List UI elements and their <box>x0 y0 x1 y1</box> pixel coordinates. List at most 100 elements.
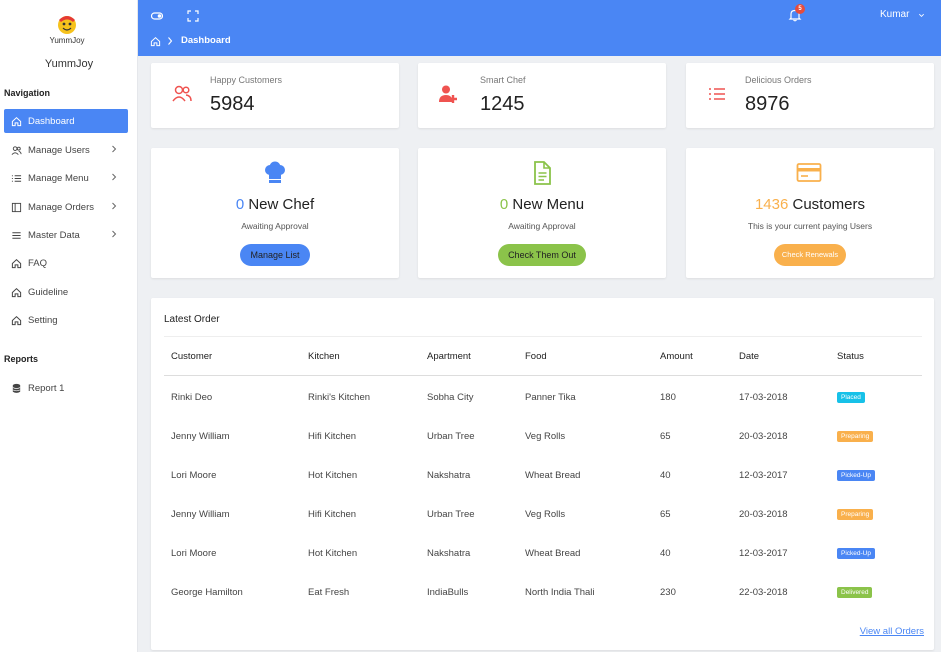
cell-apartment: Nakshatra <box>427 470 471 481</box>
sidebar-item-report-1[interactable]: Report 1 <box>4 376 128 400</box>
home-icon <box>10 286 22 298</box>
panel-new-menu: 0 New Menu Awaiting Approval Check Them … <box>418 148 666 278</box>
stat-card-delicious-orders: Delicious Orders 8976 <box>686 63 934 128</box>
stat-value: 5984 <box>210 93 255 115</box>
sidebar-item-manage-menu[interactable]: Manage Menu <box>4 166 128 190</box>
stat-label: Smart Chef <box>480 75 526 85</box>
columns-icon <box>10 201 22 213</box>
status-badge: Preparing <box>837 509 874 520</box>
manage-list-button[interactable]: Manage List <box>240 244 310 266</box>
list-icon <box>709 88 725 100</box>
user-plus-icon <box>439 85 457 103</box>
sidebar-item-label: Setting <box>28 314 58 326</box>
sidebar-item-label: Manage Orders <box>28 201 95 213</box>
column-header: Customer <box>171 351 213 362</box>
panel-subtitle: Awaiting Approval <box>241 221 309 231</box>
panel-new-chef: 0 New Chef Awaiting Approval Manage List <box>151 148 399 278</box>
fullscreen-icon[interactable] <box>187 10 199 22</box>
menu-icon <box>10 229 22 241</box>
table-row[interactable]: Rinki Deo Rinki's Kitchen Sobha City Pan… <box>164 378 922 417</box>
panel-subtitle: This is your current paying Users <box>747 221 873 231</box>
table-row[interactable]: Lori Moore Hot Kitchen Nakshatra Wheat B… <box>164 456 922 495</box>
sidebar-item-guideline[interactable]: Guideline <box>4 280 128 304</box>
column-header: Apartment <box>427 351 471 362</box>
cell-food: North India Thali <box>525 587 595 598</box>
cell-apartment: Nakshatra <box>427 548 471 559</box>
cell-amount: 40 <box>660 470 671 481</box>
cell-customer: George Hamilton <box>171 587 243 598</box>
stat-value: 1245 <box>480 93 525 115</box>
table-row[interactable]: George Hamilton Eat Fresh IndiaBulls Nor… <box>164 573 922 612</box>
panel-title: 0 New Chef <box>151 196 399 213</box>
chevron-right-icon <box>112 145 117 153</box>
cell-amount: 40 <box>660 548 671 559</box>
home-icon <box>10 257 22 269</box>
column-header: Date <box>739 351 760 362</box>
users-icon <box>10 144 22 156</box>
table-row[interactable]: Jenny William Hifi Kitchen Urban Tree Ve… <box>164 495 922 534</box>
cell-kitchen: Hifi Kitchen <box>308 431 357 442</box>
cell-date: 20-03-2018 <box>739 431 788 442</box>
cell-date: 12-03-2017 <box>739 548 788 559</box>
cell-customer: Rinki Deo <box>171 392 213 403</box>
cell-food: Veg Rolls <box>525 431 566 442</box>
chevron-right-icon <box>112 202 117 210</box>
home-icon <box>10 314 22 326</box>
panel-subtitle: Awaiting Approval <box>508 221 576 231</box>
panel-count: 0 <box>499 196 509 213</box>
users-icon <box>172 85 192 102</box>
cell-kitchen: Hot Kitchen <box>308 470 358 481</box>
logo-icon <box>58 16 76 34</box>
logo-text: YummJoy <box>49 36 85 45</box>
sidebar-item-manage-users[interactable]: Manage Users <box>4 138 128 162</box>
document-icon <box>534 161 551 185</box>
sidebar-item-label: Report 1 <box>28 382 65 394</box>
column-header: Kitchen <box>308 351 340 362</box>
cell-date: 22-03-2018 <box>739 587 788 598</box>
sidebar-item-dashboard[interactable]: Dashboard <box>4 109 128 133</box>
stat-label: Delicious Orders <box>745 75 812 85</box>
cell-apartment: IndiaBulls <box>427 587 469 598</box>
cell-customer: Jenny William <box>171 509 230 520</box>
database-icon <box>10 382 22 394</box>
chevron-right-icon <box>112 173 117 181</box>
stat-value: 8976 <box>745 93 790 115</box>
check-renewals-button[interactable]: Check Renewals <box>774 244 846 266</box>
sidebar-item-label: Manage Users <box>28 144 90 156</box>
cell-amount: 180 <box>660 392 676 403</box>
panel-title-text: Customers <box>792 196 866 213</box>
home-icon <box>10 115 22 127</box>
sidebar-item-label: Manage Menu <box>28 172 89 184</box>
status-badge: Delivered <box>837 587 873 598</box>
toggle-icon[interactable] <box>151 10 163 22</box>
panel-count: 0 <box>235 196 245 213</box>
cell-customer: Lori Moore <box>171 548 217 559</box>
table-row[interactable]: Jenny William Hifi Kitchen Urban Tree Ve… <box>164 417 922 456</box>
nav-heading: Navigation <box>4 88 51 98</box>
cell-apartment: Urban Tree <box>427 509 475 520</box>
sidebar-item-setting[interactable]: Setting <box>4 308 128 332</box>
panel-title-text: New Chef <box>248 196 315 213</box>
sidebar-item-manage-orders[interactable]: Manage Orders <box>4 195 128 219</box>
chef-hat-icon <box>265 161 285 183</box>
cell-food: Panner Tika <box>525 392 576 403</box>
status-badge: Preparing <box>837 431 874 442</box>
home-icon[interactable] <box>150 36 161 47</box>
panel-customers: 1436 Customers This is your current payi… <box>686 148 934 278</box>
sidebar-item-master-data[interactable]: Master Data <box>4 223 128 247</box>
cell-date: 17-03-2018 <box>739 392 788 403</box>
chevron-down-icon[interactable] <box>918 12 925 19</box>
check-them-out-button[interactable]: Check Them Out <box>498 244 586 266</box>
cell-apartment: Urban Tree <box>427 431 475 442</box>
panel-title: 1436 Customers <box>686 196 934 213</box>
user-menu[interactable]: Kumar <box>880 9 910 20</box>
cell-kitchen: Hifi Kitchen <box>308 509 357 520</box>
sidebar-item-faq[interactable]: FAQ <box>4 251 128 275</box>
list-icon <box>10 172 22 184</box>
view-all-orders-link[interactable]: View all Orders <box>859 626 924 637</box>
cell-kitchen: Hot Kitchen <box>308 548 358 559</box>
table-row[interactable]: Lori Moore Hot Kitchen Nakshatra Wheat B… <box>164 534 922 573</box>
cell-date: 20-03-2018 <box>739 509 788 520</box>
latest-orders-card: Latest Order Customer Kitchen Apartment … <box>151 298 934 650</box>
stat-card-smart-chef: Smart Chef 1245 <box>418 63 666 128</box>
